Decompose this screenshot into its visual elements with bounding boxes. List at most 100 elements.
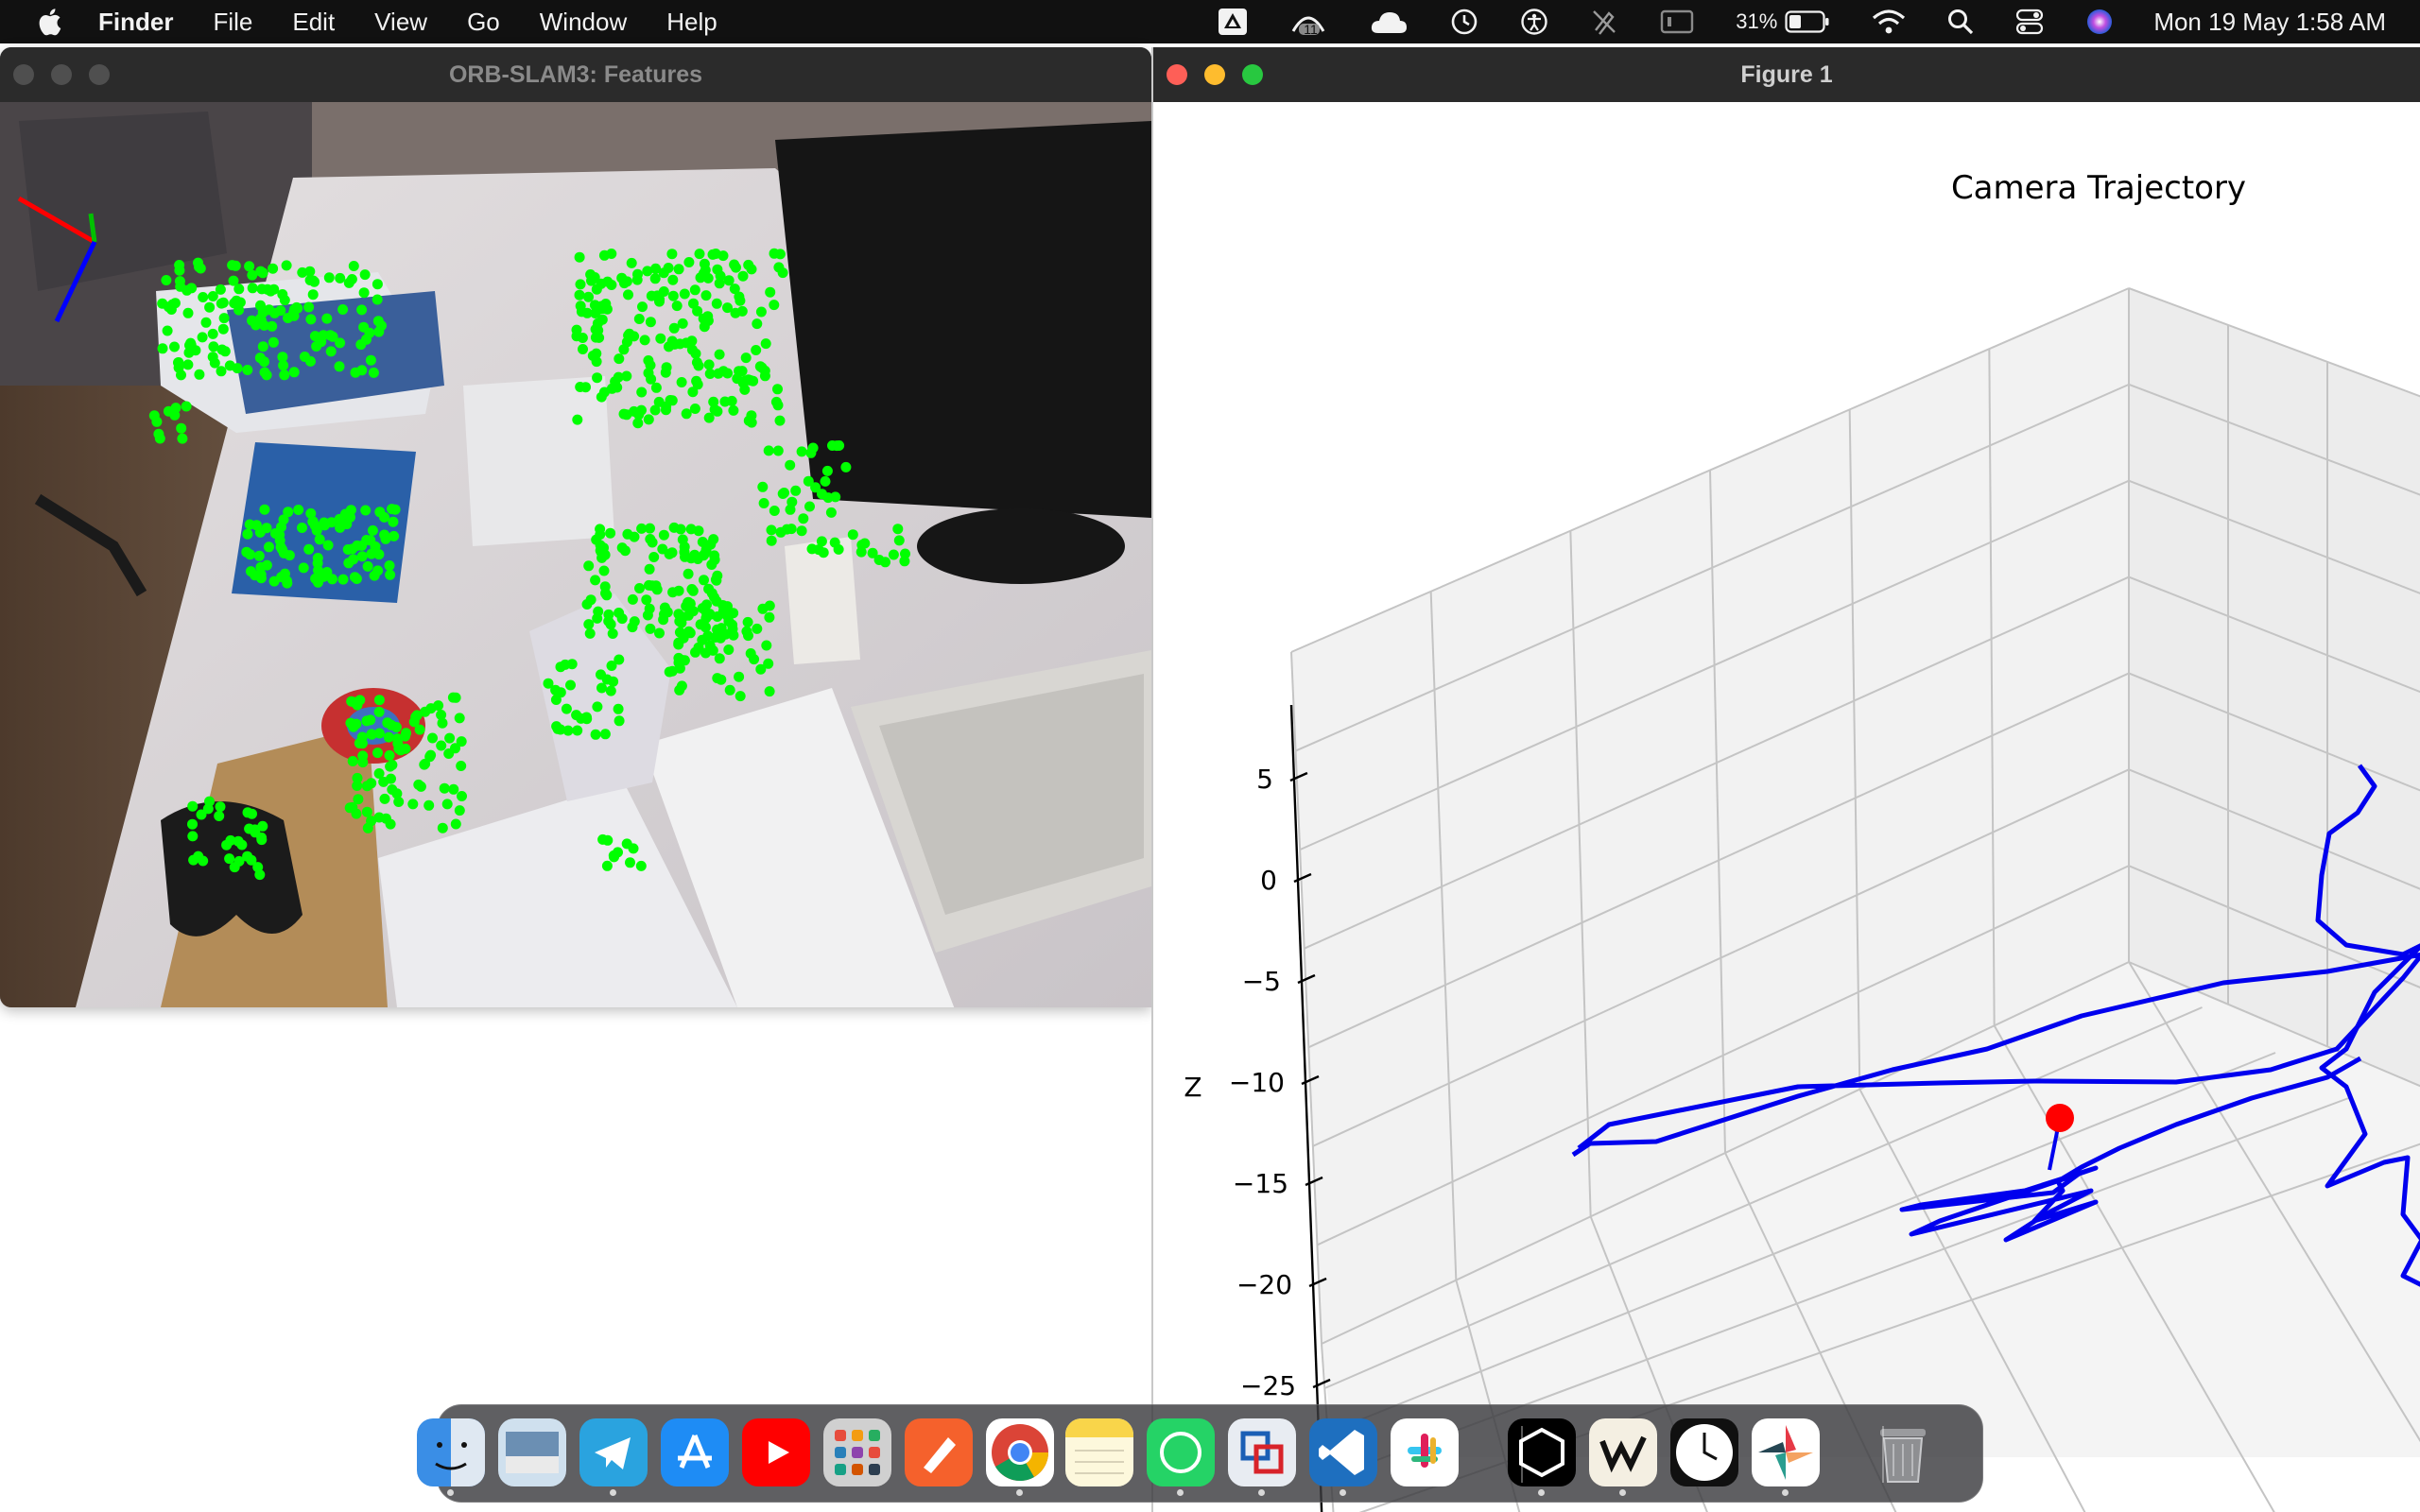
menubar-clock[interactable]: Mon 19 May 1:58 AM bbox=[2153, 7, 2386, 36]
feature-point bbox=[598, 387, 610, 398]
feature-point bbox=[626, 257, 637, 268]
feature-point bbox=[337, 304, 349, 315]
accessibility-icon[interactable] bbox=[1520, 8, 1548, 36]
dock-trash-icon[interactable] bbox=[1869, 1418, 1937, 1486]
dock-unity-icon[interactable] bbox=[1508, 1418, 1576, 1486]
feature-point bbox=[616, 613, 628, 625]
trajectory-plot[interactable]: Camera Trajectory 5 0 −5 −10 −15 −20 −25 Z bbox=[1153, 102, 2420, 1512]
feature-point bbox=[436, 710, 447, 720]
feature-point bbox=[407, 799, 419, 810]
feature-point bbox=[255, 300, 266, 311]
feature-point bbox=[193, 257, 203, 268]
feature-point bbox=[233, 284, 245, 295]
dock-running-indicator bbox=[610, 1489, 616, 1496]
dock-youtube-icon[interactable] bbox=[742, 1418, 810, 1486]
dock-telegram-icon[interactable] bbox=[579, 1418, 648, 1486]
feature-point bbox=[347, 756, 358, 766]
feature-point bbox=[667, 274, 679, 285]
feature-point bbox=[673, 264, 684, 275]
feature-point bbox=[364, 327, 375, 338]
control-center-icon[interactable] bbox=[2015, 8, 2044, 36]
grid-line bbox=[2128, 672, 2420, 792]
feature-point bbox=[686, 584, 698, 594]
feature-point bbox=[673, 639, 684, 650]
feature-point bbox=[893, 535, 905, 546]
grid-line bbox=[1299, 479, 2130, 851]
dock-parallels-icon[interactable] bbox=[1228, 1418, 1296, 1486]
dock-chrome-icon[interactable] bbox=[986, 1418, 1054, 1486]
screen-mirroring-icon[interactable] bbox=[1660, 9, 1694, 35]
wifi-icon[interactable] bbox=[1872, 9, 1906, 35]
apple-logo-icon[interactable] bbox=[38, 8, 66, 36]
minimize-button[interactable] bbox=[51, 64, 72, 85]
dock-pinwheel-app-icon[interactable] bbox=[1752, 1418, 1820, 1486]
feature-point bbox=[267, 320, 278, 332]
menu-view[interactable]: View bbox=[374, 7, 428, 36]
feature-point bbox=[599, 581, 611, 593]
spotlight-icon[interactable] bbox=[1947, 9, 1974, 35]
feature-point bbox=[695, 619, 706, 630]
feature-point bbox=[207, 328, 218, 339]
feature-point bbox=[661, 404, 671, 416]
dock-running-indicator bbox=[1177, 1489, 1184, 1496]
dock-notes-icon[interactable] bbox=[1065, 1418, 1133, 1486]
close-button[interactable] bbox=[13, 64, 34, 85]
feature-point bbox=[805, 447, 817, 458]
feature-point bbox=[362, 822, 373, 833]
dock-app-store-icon[interactable] bbox=[661, 1418, 729, 1486]
feature-point bbox=[197, 332, 208, 343]
feature-point bbox=[592, 372, 603, 384]
dock-launchpad-icon[interactable] bbox=[823, 1418, 891, 1486]
feature-point bbox=[352, 540, 363, 551]
grid-line bbox=[1307, 672, 2130, 1049]
menu-window[interactable]: Window bbox=[539, 7, 628, 36]
feature-point bbox=[216, 344, 228, 355]
time-machine-icon[interactable] bbox=[1450, 8, 1478, 36]
dock-preview-icon[interactable] bbox=[498, 1418, 566, 1486]
feature-point bbox=[757, 603, 769, 614]
dock-finder-icon[interactable] bbox=[417, 1418, 485, 1486]
z-tick bbox=[1301, 1074, 1320, 1086]
orb-window-titlebar[interactable]: ORB-SLAM3: Features bbox=[0, 47, 1151, 102]
feature-point bbox=[268, 336, 279, 348]
disabled-pen-icon[interactable] bbox=[1590, 8, 1618, 36]
feature-point bbox=[772, 445, 784, 456]
feature-point bbox=[618, 408, 630, 420]
menu-edit[interactable]: Edit bbox=[292, 7, 336, 36]
figure-window-titlebar[interactable]: Figure 1 bbox=[1153, 47, 2420, 102]
zoom-button[interactable] bbox=[89, 64, 110, 85]
feature-point bbox=[735, 691, 746, 702]
feature-point bbox=[817, 489, 827, 500]
dock-whatsapp-icon[interactable] bbox=[1147, 1418, 1215, 1486]
menu-help[interactable]: Help bbox=[666, 7, 717, 36]
dock-pencil-app-icon[interactable] bbox=[905, 1418, 973, 1486]
menu-go[interactable]: Go bbox=[467, 7, 500, 36]
feature-point bbox=[456, 761, 467, 771]
feature-point bbox=[259, 319, 269, 331]
feature-point bbox=[727, 619, 738, 630]
feature-point bbox=[246, 854, 257, 866]
feature-point bbox=[679, 288, 690, 300]
grid-line bbox=[2128, 576, 2420, 694]
feature-point bbox=[368, 367, 379, 378]
google-drive-icon[interactable] bbox=[1218, 8, 1248, 36]
dock-writer-app-icon[interactable] bbox=[1589, 1418, 1657, 1486]
close-button[interactable] bbox=[1167, 64, 1187, 85]
wifi-scan-icon[interactable]: 11 bbox=[1289, 7, 1327, 37]
feature-point bbox=[712, 611, 723, 622]
feature-point bbox=[662, 607, 673, 618]
zoom-button[interactable] bbox=[1242, 64, 1263, 85]
cloud-icon[interactable] bbox=[1369, 9, 1409, 35]
dock-vscode-icon[interactable] bbox=[1309, 1418, 1377, 1486]
menu-file[interactable]: File bbox=[213, 7, 253, 36]
feature-point bbox=[450, 818, 461, 830]
feature-point bbox=[614, 353, 625, 365]
minimize-button[interactable] bbox=[1204, 64, 1225, 85]
battery-status[interactable]: 31% bbox=[1736, 9, 1830, 34]
dock-clock-icon[interactable] bbox=[1670, 1418, 1738, 1486]
siri-icon[interactable] bbox=[2085, 8, 2114, 36]
feature-point bbox=[297, 266, 308, 278]
menu-app-name[interactable]: Finder bbox=[98, 7, 174, 36]
dock-slack-icon[interactable] bbox=[1391, 1418, 1459, 1486]
